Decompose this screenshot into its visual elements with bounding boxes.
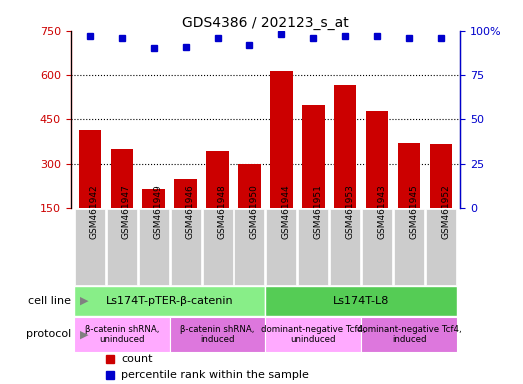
Bar [334,86,357,208]
Bar [398,143,420,208]
FancyBboxPatch shape [266,209,297,285]
FancyBboxPatch shape [139,209,168,285]
Text: GSM461946: GSM461946 [186,184,195,239]
Bar [238,164,260,208]
Text: GSM461942: GSM461942 [90,184,99,238]
Text: GSM461950: GSM461950 [249,184,258,239]
Text: β-catenin shRNA,
induced: β-catenin shRNA, induced [180,325,255,344]
Text: GSM461943: GSM461943 [377,184,386,239]
Text: GSM461949: GSM461949 [154,184,163,239]
FancyBboxPatch shape [426,209,456,285]
Text: dominant-negative Tcf4,
uninduced: dominant-negative Tcf4, uninduced [261,325,366,344]
FancyBboxPatch shape [170,209,201,285]
Bar [302,105,324,208]
FancyBboxPatch shape [74,286,266,316]
Bar [174,179,197,208]
Text: GSM461951: GSM461951 [313,184,322,239]
FancyBboxPatch shape [394,209,424,285]
Text: cell line: cell line [28,296,71,306]
Text: GSM461948: GSM461948 [218,184,226,239]
FancyBboxPatch shape [298,209,328,285]
Text: ▶: ▶ [79,296,88,306]
Text: β-catenin shRNA,
uninduced: β-catenin shRNA, uninduced [85,325,159,344]
Text: dominant-negative Tcf4,
induced: dominant-negative Tcf4, induced [357,325,461,344]
Text: count: count [121,354,153,364]
FancyBboxPatch shape [74,317,169,352]
Bar [366,111,389,208]
FancyBboxPatch shape [169,317,266,352]
Bar [270,71,292,208]
Bar [207,151,229,208]
Bar [78,130,101,208]
FancyBboxPatch shape [266,286,457,316]
Text: GSM461944: GSM461944 [281,184,290,238]
FancyBboxPatch shape [75,209,105,285]
Text: protocol: protocol [26,329,71,339]
FancyBboxPatch shape [107,209,137,285]
FancyBboxPatch shape [330,209,360,285]
FancyBboxPatch shape [202,209,233,285]
FancyBboxPatch shape [266,317,361,352]
Text: Ls174T-L8: Ls174T-L8 [333,296,390,306]
Text: percentile rank within the sample: percentile rank within the sample [121,370,309,380]
Text: GSM461947: GSM461947 [122,184,131,239]
FancyBboxPatch shape [234,209,265,285]
Text: Ls174T-pTER-β-catenin: Ls174T-pTER-β-catenin [106,296,233,306]
FancyBboxPatch shape [362,209,392,285]
Bar [142,189,165,208]
Bar [430,144,452,208]
FancyBboxPatch shape [361,317,457,352]
Text: GSM461952: GSM461952 [441,184,450,239]
Text: GSM461945: GSM461945 [409,184,418,239]
Bar [110,149,133,208]
Title: GDS4386 / 202123_s_at: GDS4386 / 202123_s_at [182,16,349,30]
Text: GSM461953: GSM461953 [345,184,354,239]
Text: ▶: ▶ [79,329,88,339]
